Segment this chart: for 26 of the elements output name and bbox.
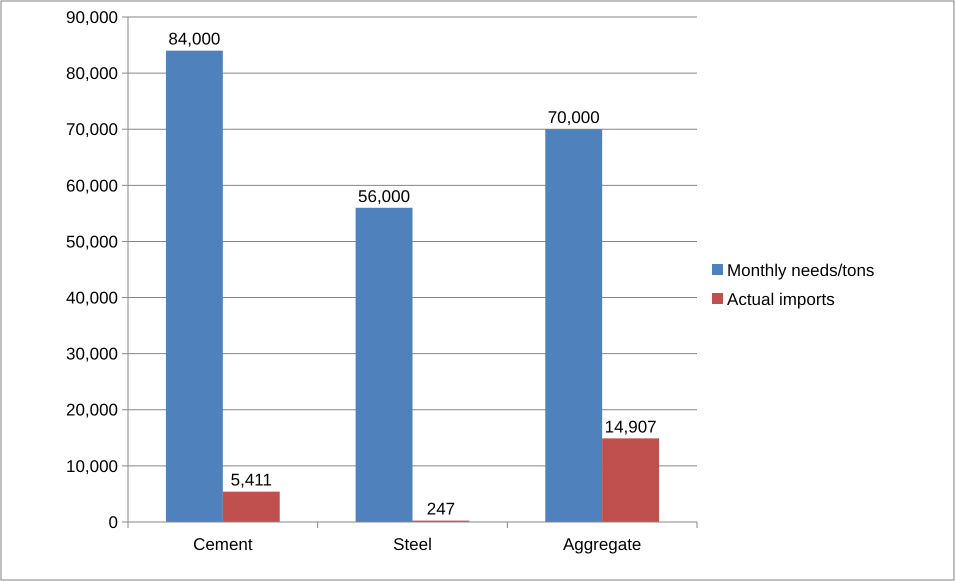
x-tick-label: Aggregate	[562, 535, 642, 554]
bar	[545, 129, 602, 522]
y-tick-label: 80,000	[66, 64, 118, 84]
y-tick-label: 60,000	[66, 176, 118, 196]
bar	[602, 438, 660, 522]
y-tick-label: 40,000	[66, 288, 118, 308]
legend-label: Actual imports	[727, 290, 835, 309]
y-tick-label: 50,000	[66, 232, 118, 252]
data-label: 70,000	[548, 108, 600, 128]
data-label: 247	[426, 500, 456, 519]
y-tick-label: 70,000	[66, 120, 118, 140]
data-label: 56,000	[358, 186, 410, 206]
x-tick-label: Cement	[193, 535, 253, 554]
data-label: 84,000	[168, 30, 220, 49]
legend-label: Monthly needs/tons	[727, 260, 874, 280]
y-tick-label: 90,000	[66, 8, 118, 27]
data-label: 14,907	[604, 417, 657, 436]
y-tick-label: 30,000	[66, 344, 118, 364]
bar	[222, 492, 280, 522]
x-tick-label: Steel	[393, 535, 432, 554]
y-tick-label: 0	[108, 512, 118, 532]
y-tick-label: 10,000	[66, 456, 118, 476]
data-label: 5,411	[230, 470, 272, 490]
bar	[356, 208, 412, 522]
bar	[166, 50, 223, 522]
y-tick-label: 20,000	[66, 400, 118, 420]
